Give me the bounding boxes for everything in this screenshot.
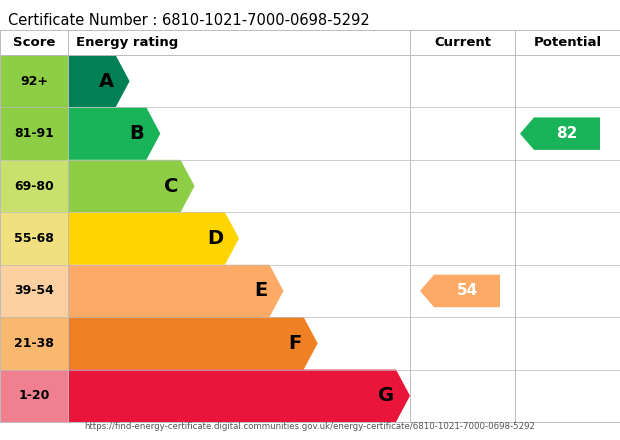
Bar	[515, 55, 620, 107]
Bar	[0, 55, 68, 107]
Bar	[515, 160, 620, 212]
Bar	[68, 212, 410, 265]
Polygon shape	[68, 107, 161, 160]
Bar	[68, 317, 410, 370]
Bar	[515, 107, 620, 160]
Text: Potential: Potential	[533, 36, 601, 49]
Polygon shape	[520, 117, 600, 150]
Polygon shape	[68, 55, 130, 107]
Bar	[0, 160, 68, 212]
Text: 54: 54	[456, 283, 477, 298]
Bar	[515, 317, 620, 370]
Bar	[68, 55, 410, 107]
Text: 55-68: 55-68	[14, 232, 54, 245]
Bar	[68, 265, 410, 317]
Text: A: A	[99, 72, 113, 91]
Text: E: E	[254, 282, 267, 301]
Bar	[410, 160, 515, 212]
Bar	[410, 317, 515, 370]
Text: Energy rating: Energy rating	[76, 36, 179, 49]
Text: D: D	[207, 229, 223, 248]
Text: Score: Score	[13, 36, 55, 49]
Bar	[68, 160, 410, 212]
Bar	[410, 370, 515, 422]
Text: 92+: 92+	[20, 75, 48, 88]
Text: Current: Current	[434, 36, 491, 49]
Bar	[410, 212, 515, 265]
Bar	[0, 265, 68, 317]
Text: 21-38: 21-38	[14, 337, 54, 350]
Text: G: G	[378, 386, 394, 405]
Bar	[0, 30, 620, 55]
Text: Certificate Number : 6810-1021-7000-0698-5292: Certificate Number : 6810-1021-7000-0698…	[8, 13, 370, 28]
Text: https://find-energy-certificate.digital.communities.gov.uk/energy-certificate/68: https://find-energy-certificate.digital.…	[84, 422, 536, 431]
Polygon shape	[68, 212, 239, 265]
Text: C: C	[164, 176, 179, 195]
Bar	[410, 55, 515, 107]
Bar	[515, 265, 620, 317]
Bar	[0, 212, 68, 265]
Bar	[68, 370, 410, 422]
Bar	[515, 370, 620, 422]
Bar	[410, 265, 515, 317]
Bar	[0, 370, 68, 422]
Text: 82: 82	[556, 126, 578, 141]
Bar	[68, 107, 410, 160]
Polygon shape	[68, 317, 317, 370]
Bar	[410, 107, 515, 160]
Text: F: F	[288, 334, 302, 353]
Bar	[0, 317, 68, 370]
Text: 39-54: 39-54	[14, 284, 54, 297]
Bar	[0, 107, 68, 160]
Polygon shape	[420, 275, 500, 307]
Text: 81-91: 81-91	[14, 127, 54, 140]
Text: 69-80: 69-80	[14, 180, 54, 193]
Polygon shape	[68, 265, 283, 317]
Text: B: B	[130, 124, 144, 143]
Bar	[515, 212, 620, 265]
Polygon shape	[68, 370, 410, 422]
Polygon shape	[68, 160, 195, 212]
Text: 1-20: 1-20	[19, 389, 50, 402]
